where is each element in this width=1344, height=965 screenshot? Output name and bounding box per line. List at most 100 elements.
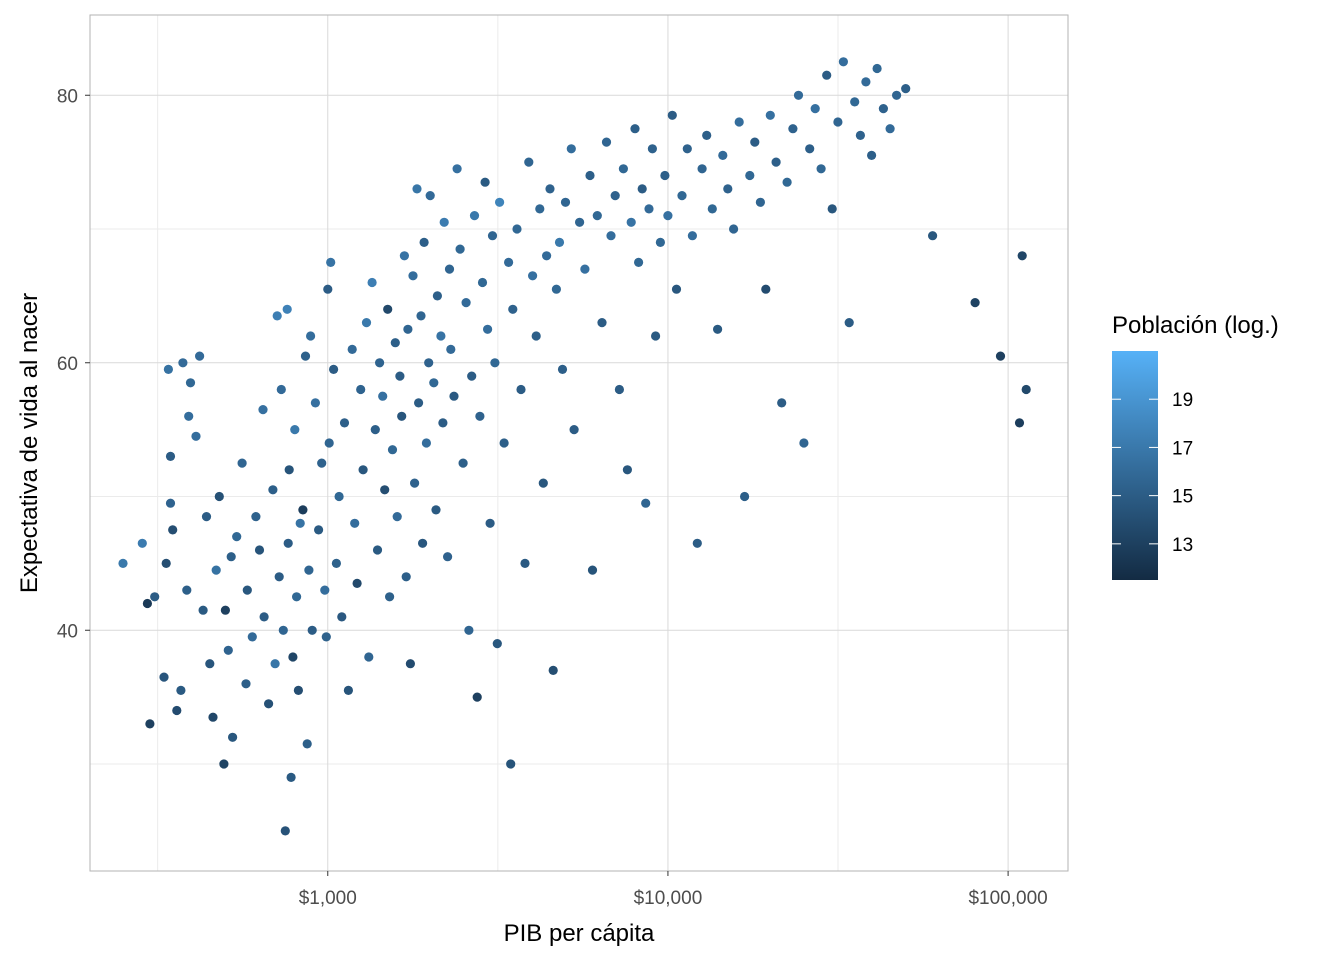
- data-point: [439, 217, 449, 227]
- data-point: [304, 565, 314, 575]
- data-point: [667, 110, 677, 120]
- data-point: [219, 759, 229, 769]
- data-point: [405, 659, 415, 669]
- data-point: [290, 425, 300, 435]
- data-point: [492, 639, 502, 649]
- data-point: [159, 672, 169, 682]
- data-point: [477, 277, 488, 288]
- panel-border: [89, 14, 1069, 872]
- data-point: [274, 572, 284, 582]
- data-point: [276, 384, 286, 395]
- x-tick-label: $100,000: [968, 888, 1047, 909]
- data-point: [822, 70, 832, 80]
- data-point: [1017, 251, 1027, 261]
- data-point: [205, 659, 215, 669]
- data-point: [512, 224, 522, 234]
- data-point: [367, 277, 377, 288]
- data-point: [168, 525, 178, 535]
- data-point: [424, 358, 434, 368]
- data-point: [137, 538, 147, 548]
- data-point: [307, 625, 317, 635]
- data-point: [300, 351, 311, 361]
- data-point: [452, 164, 462, 174]
- data-point: [771, 157, 781, 167]
- x-tick-label: $1,000: [299, 888, 357, 909]
- legend-tick-label: 17: [1172, 438, 1193, 459]
- data-point: [901, 84, 911, 94]
- data-point: [827, 204, 837, 214]
- data-point: [634, 257, 644, 267]
- data-point: [861, 77, 871, 87]
- data-point: [326, 257, 336, 267]
- data-point: [872, 63, 882, 74]
- data-point: [414, 398, 424, 408]
- data-point: [142, 598, 152, 609]
- data-point: [485, 518, 495, 528]
- data-point: [201, 511, 212, 522]
- data-point: [278, 625, 288, 635]
- data-point: [208, 712, 218, 722]
- data-point: [585, 170, 595, 181]
- data-point: [364, 652, 374, 662]
- data-point: [692, 538, 702, 548]
- data-point: [810, 104, 820, 114]
- data-point: [637, 184, 647, 194]
- data-point: [575, 217, 585, 227]
- data-point: [237, 458, 247, 468]
- data-point: [314, 525, 324, 535]
- data-point: [630, 124, 640, 134]
- data-point: [443, 552, 453, 562]
- data-point: [718, 150, 728, 160]
- data-point: [745, 170, 755, 181]
- data-point: [461, 298, 471, 308]
- data-point: [455, 244, 465, 254]
- data-point: [1021, 384, 1031, 395]
- data-point: [535, 204, 545, 214]
- data-point: [324, 438, 334, 448]
- data-point: [697, 164, 707, 174]
- data-point: [487, 231, 498, 241]
- data-point: [198, 605, 208, 615]
- data-point: [302, 739, 312, 749]
- data-point: [259, 612, 269, 622]
- data-point: [655, 237, 666, 247]
- data-point: [626, 217, 636, 227]
- data-point: [885, 124, 895, 134]
- data-point: [418, 538, 428, 548]
- data-point: [833, 117, 843, 127]
- data-point: [480, 177, 490, 187]
- data-point: [306, 331, 316, 341]
- data-point: [410, 478, 420, 488]
- data-point: [228, 732, 238, 742]
- data-point: [506, 759, 516, 769]
- data-point: [483, 324, 493, 334]
- data-point: [606, 231, 616, 241]
- data-point: [464, 625, 474, 635]
- y-axis-title: Expectativa de vida al nacer: [16, 293, 43, 593]
- data-point: [765, 110, 775, 120]
- points-layer: [118, 57, 1031, 836]
- data-point: [566, 144, 576, 154]
- data-point: [467, 371, 477, 381]
- data-point: [545, 184, 555, 194]
- data-point: [232, 532, 242, 542]
- data-point: [370, 425, 380, 435]
- data-point: [163, 364, 173, 374]
- data-point: [644, 204, 654, 214]
- data-point: [258, 405, 268, 415]
- data-point: [548, 665, 558, 676]
- data-point: [293, 685, 303, 696]
- data-point: [1014, 418, 1025, 428]
- color-legend: Población (log.) 13 15 17 19: [1112, 312, 1279, 580]
- data-point: [504, 257, 514, 267]
- data-point: [878, 104, 889, 114]
- data-point: [805, 144, 815, 154]
- data-point: [242, 585, 252, 595]
- data-point: [892, 90, 902, 100]
- data-point: [321, 632, 331, 642]
- data-point: [495, 197, 505, 207]
- data-point: [403, 324, 413, 334]
- data-point: [508, 304, 518, 314]
- data-point: [317, 458, 327, 468]
